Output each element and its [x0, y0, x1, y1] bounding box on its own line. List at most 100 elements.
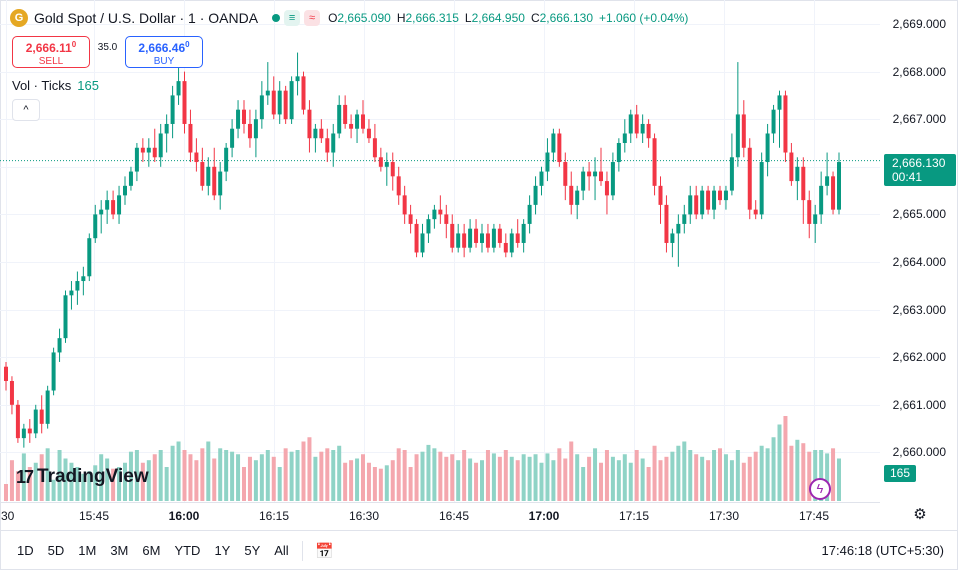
candle: [771, 104, 776, 143]
candle: [366, 119, 371, 143]
volume-bar: [450, 454, 455, 501]
candle: [503, 233, 508, 258]
volume-bar: [747, 456, 752, 501]
clock-timezone[interactable]: 17:46:18 (UTC+5:30): [821, 543, 944, 558]
candle-body: [420, 233, 425, 253]
time-axis[interactable]: :30 15:45 16:00 16:15 16:30 16:45 17:00 17:15 17…: [0, 502, 880, 530]
candle: [134, 143, 139, 182]
lightning-icon[interactable]: ϟ: [809, 478, 831, 500]
candle-body: [474, 228, 479, 243]
candle: [408, 204, 413, 234]
candle: [200, 147, 205, 191]
symbol-title[interactable]: Gold Spot / U.S. Dollar · 1 · OANDA: [34, 10, 259, 26]
candle-body: [230, 128, 235, 148]
price-axis[interactable]: 2,669.0002,668.0002,667.0002,666.0002,66…: [880, 0, 958, 502]
candle: [759, 152, 764, 220]
range-button-5d[interactable]: 5D: [41, 543, 72, 558]
candle-body: [21, 428, 26, 439]
candle-body: [557, 133, 562, 163]
range-button-1d[interactable]: 1D: [10, 543, 41, 558]
gear-icon[interactable]: ⚙: [913, 506, 927, 523]
volume-bar: [795, 439, 800, 501]
symbol-header[interactable]: G Gold Spot / U.S. Dollar · 1 · OANDA ≡ …: [10, 9, 688, 27]
candle-body: [539, 171, 544, 186]
candle-body: [777, 95, 782, 110]
candle-body: [105, 200, 110, 210]
candle-body: [408, 214, 413, 224]
range-button-ytd[interactable]: YTD: [167, 543, 207, 558]
volume-bar: [837, 458, 841, 501]
candle-body: [712, 190, 717, 210]
volume-legend[interactable]: Vol · Ticks 165: [12, 78, 99, 93]
candle: [646, 119, 651, 148]
candle: [599, 147, 603, 186]
price-tick-label: 2,669.000: [892, 17, 946, 31]
calendar-range-icon[interactable]: 📅: [315, 542, 335, 560]
range-button-3m[interactable]: 3M: [103, 543, 135, 558]
candle-body: [349, 123, 354, 129]
candle-body: [224, 147, 229, 172]
volume-bar: [230, 451, 235, 501]
candle: [581, 166, 586, 201]
collapse-legend-button[interactable]: ^: [12, 99, 40, 121]
candle-body: [604, 181, 609, 196]
candle-body: [634, 114, 639, 134]
candle-body: [319, 128, 324, 139]
volume-bar: [723, 454, 728, 501]
volume-bar: [355, 458, 360, 501]
candle-body: [819, 185, 824, 215]
range-button-6m[interactable]: 6M: [135, 543, 167, 558]
candle: [63, 290, 68, 343]
candle-body: [676, 223, 681, 234]
buy-button[interactable]: 2,666.460 BUY: [125, 36, 203, 68]
candle: [99, 200, 104, 234]
candle: [75, 271, 80, 305]
range-button-1m[interactable]: 1M: [71, 543, 103, 558]
candle: [813, 204, 818, 243]
price-tick-label: 2,663.000: [892, 302, 946, 317]
volume-bar: [402, 450, 407, 501]
volume-bar: [664, 456, 669, 501]
candle-body: [807, 200, 812, 224]
candle-body: [123, 185, 127, 196]
price-tick-label: 2,664.000: [892, 255, 946, 269]
volume-bar: [521, 454, 526, 501]
candle-body: [93, 214, 98, 239]
data-mode-badge[interactable]: ≡: [284, 10, 301, 26]
candle: [236, 100, 241, 139]
volume-bar: [753, 451, 758, 501]
candle-body: [723, 190, 728, 201]
toolbar-divider: [301, 540, 303, 561]
volume-bar: [604, 450, 609, 501]
grid-line-horizontal: [0, 24, 880, 25]
ohlc-value: 2,666.130: [539, 11, 594, 25]
candle: [723, 185, 728, 210]
candle: [682, 204, 687, 234]
volume-bar: [759, 445, 764, 501]
volume-bar: [462, 450, 467, 501]
candle-body: [33, 409, 38, 434]
candle: [521, 219, 526, 253]
volume-bar: [372, 467, 377, 501]
last-volume-label: 165: [884, 465, 916, 482]
candle-body: [146, 147, 151, 153]
candle-body: [462, 233, 467, 248]
range-button-1y[interactable]: 1Y: [207, 543, 237, 558]
candle: [735, 62, 740, 167]
tradingview-logo[interactable]: 17 TradingView: [16, 466, 149, 488]
sell-button[interactable]: 2,666.110 SELL: [12, 36, 90, 68]
candle-body: [622, 133, 627, 143]
candle: [146, 138, 151, 167]
candle: [658, 176, 663, 224]
price-plot[interactable]: [0, 0, 880, 502]
range-button-all[interactable]: All: [267, 543, 295, 558]
candle-body: [741, 114, 746, 148]
volume-bar: [295, 450, 300, 501]
candle-body: [378, 157, 383, 167]
volume-bar: [307, 437, 312, 501]
candle-body: [783, 95, 788, 153]
range-button-5y[interactable]: 5Y: [237, 543, 267, 558]
candle-body: [355, 114, 360, 129]
volume-bar: [640, 458, 645, 501]
delayed-badge[interactable]: ≈: [304, 10, 321, 26]
